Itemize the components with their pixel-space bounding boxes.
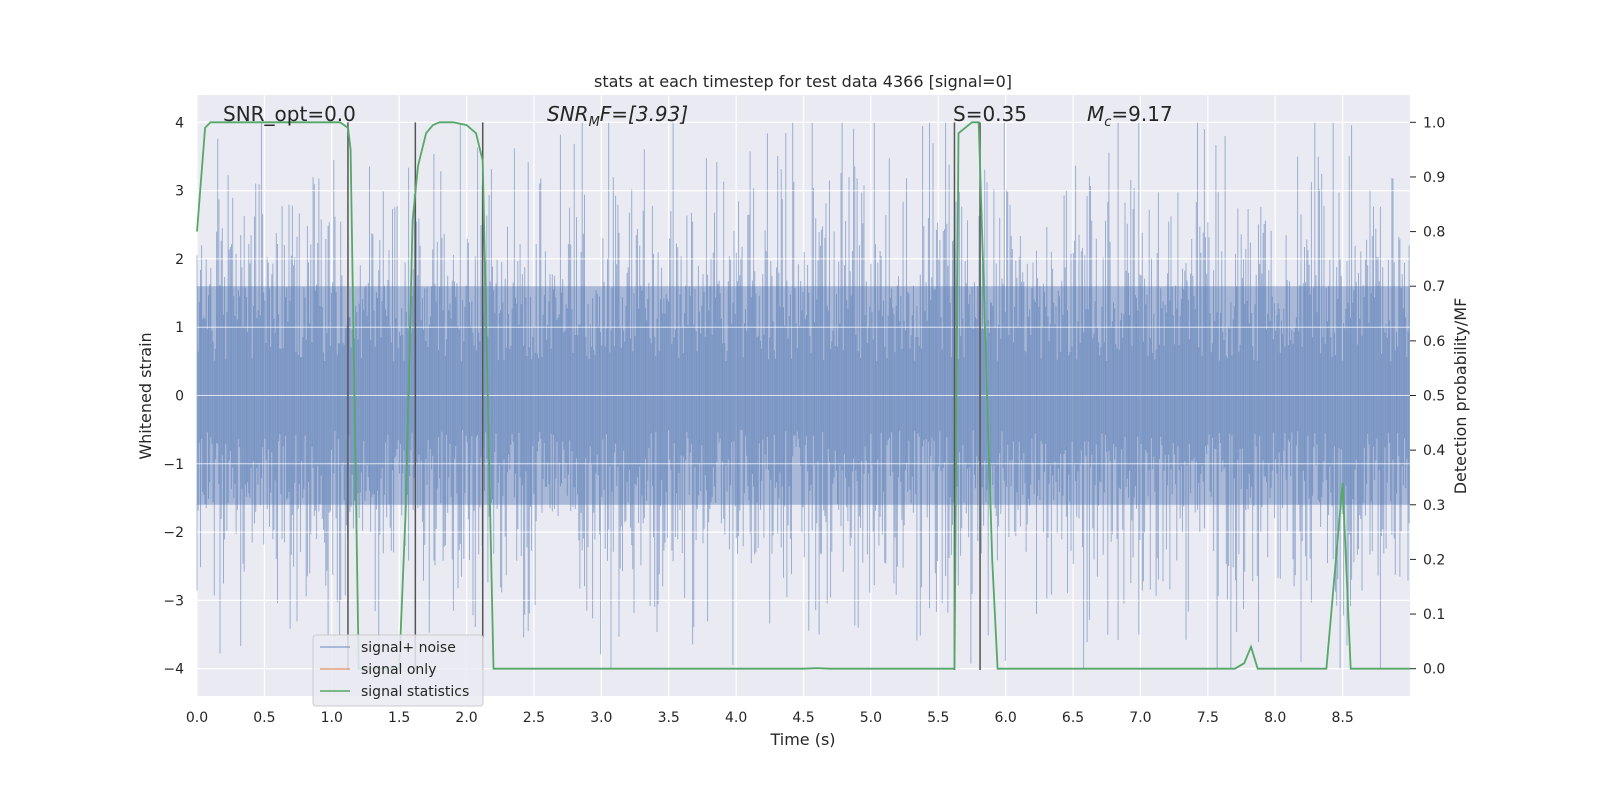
y2-tick-label: 0.5 — [1423, 389, 1445, 405]
x-tick-label: 0.5 — [253, 710, 275, 726]
y2-tick-label: 0.6 — [1423, 334, 1445, 350]
x-tick-label: 0.0 — [186, 710, 208, 726]
annotation-mc: Mc=9.17 — [1087, 102, 1173, 130]
x-tick-label: 1.5 — [388, 710, 410, 726]
y2-tick-label: 0.1 — [1423, 607, 1445, 623]
y-axis-ticks: 4 3 2 1 0 −1 −2 −3 −4 — [163, 115, 184, 677]
mc-base: M — [1087, 102, 1104, 126]
x-tick-label: 5.5 — [927, 710, 949, 726]
x-tick-label: 6.5 — [1062, 710, 1084, 726]
y-tick-label: 2 — [175, 252, 184, 268]
y2-axis-ticks: 1.0 0.9 0.8 0.7 0.6 0.5 0.4 0.3 0.2 0.1 0.0 — [1410, 115, 1445, 678]
annotation-snr-mf: SNRMF=[3.93] — [547, 102, 688, 130]
mc-value: =9.17 — [1111, 102, 1172, 126]
y2-tick-label: 0.7 — [1423, 279, 1445, 295]
x-tick-label: 8.5 — [1331, 710, 1353, 726]
legend-label-signal: signal only — [361, 662, 436, 678]
annotation-snr-opt: SNR_opt=0.0 — [223, 102, 356, 126]
x-tick-label: 5.0 — [860, 710, 882, 726]
y2-tick-label: 1.0 — [1423, 115, 1445, 131]
x-tick-label: 2.0 — [455, 710, 477, 726]
signal-statistics-series — [196, 121, 1410, 670]
legend-label-noise: signal+ noise — [361, 640, 456, 656]
legend-box — [312, 634, 484, 707]
y-tick-label: −1 — [163, 457, 184, 473]
y2-tick-label: 0.4 — [1423, 443, 1445, 459]
y2-tick-label: 0.9 — [1423, 170, 1445, 186]
y-tick-label: 0 — [175, 389, 184, 405]
y2-tick-label: 0.0 — [1423, 662, 1445, 678]
y-tick-label: 4 — [175, 115, 184, 131]
event-markers — [347, 122, 981, 670]
x-tick-label: 7.0 — [1129, 710, 1151, 726]
snr-mf-subscript: M — [589, 115, 600, 130]
x-tick-label: 4.5 — [792, 710, 814, 726]
x-tick-label: 8.0 — [1264, 710, 1286, 726]
y-tick-label: −4 — [163, 662, 184, 678]
x-tick-label: 2.5 — [523, 710, 545, 726]
signal-noise-series — [196, 121, 1410, 670]
signal-statistics-line — [196, 121, 1410, 670]
snr-mf-value: F=[3.93] — [600, 102, 688, 126]
y2-tick-label: 0.8 — [1423, 225, 1445, 241]
x-tick-label: 6.0 — [995, 710, 1017, 726]
x-tick-label: 3.0 — [590, 710, 612, 726]
y-tick-label: 3 — [175, 184, 184, 200]
x-tick-label: 7.5 — [1197, 710, 1219, 726]
y-tick-label: 1 — [175, 320, 184, 336]
legend: signal+ noise signal only signal statist… — [312, 634, 484, 707]
chart-title: stats at each timestep for test data 436… — [594, 72, 1012, 91]
y-axis-label: Whitened strain — [136, 332, 155, 459]
y-tick-label: −3 — [163, 593, 184, 609]
y2-tick-label: 0.2 — [1423, 552, 1445, 568]
y2-axis-label: Detection probability/MF — [1451, 298, 1470, 495]
y2-tick-label: 0.3 — [1423, 498, 1445, 514]
x-tick-label: 3.5 — [658, 710, 680, 726]
noise-trace — [196, 122, 1410, 669]
x-axis-label: Time (s) — [769, 730, 835, 749]
x-tick-label: 4.0 — [725, 710, 747, 726]
annotation-s: S=0.35 — [953, 102, 1027, 126]
snr-mf-base: SNR — [547, 102, 589, 126]
legend-label-stats: signal statistics — [361, 684, 469, 700]
x-tick-label: 1.0 — [321, 710, 343, 726]
y-tick-label: −2 — [163, 525, 184, 541]
mc-subscript: c — [1104, 115, 1111, 130]
x-axis-ticks: 0.0 0.5 1.0 1.5 2.0 2.5 3.0 3.5 4.0 4.5 5.0 5.5 6.0 6… — [186, 710, 1354, 726]
